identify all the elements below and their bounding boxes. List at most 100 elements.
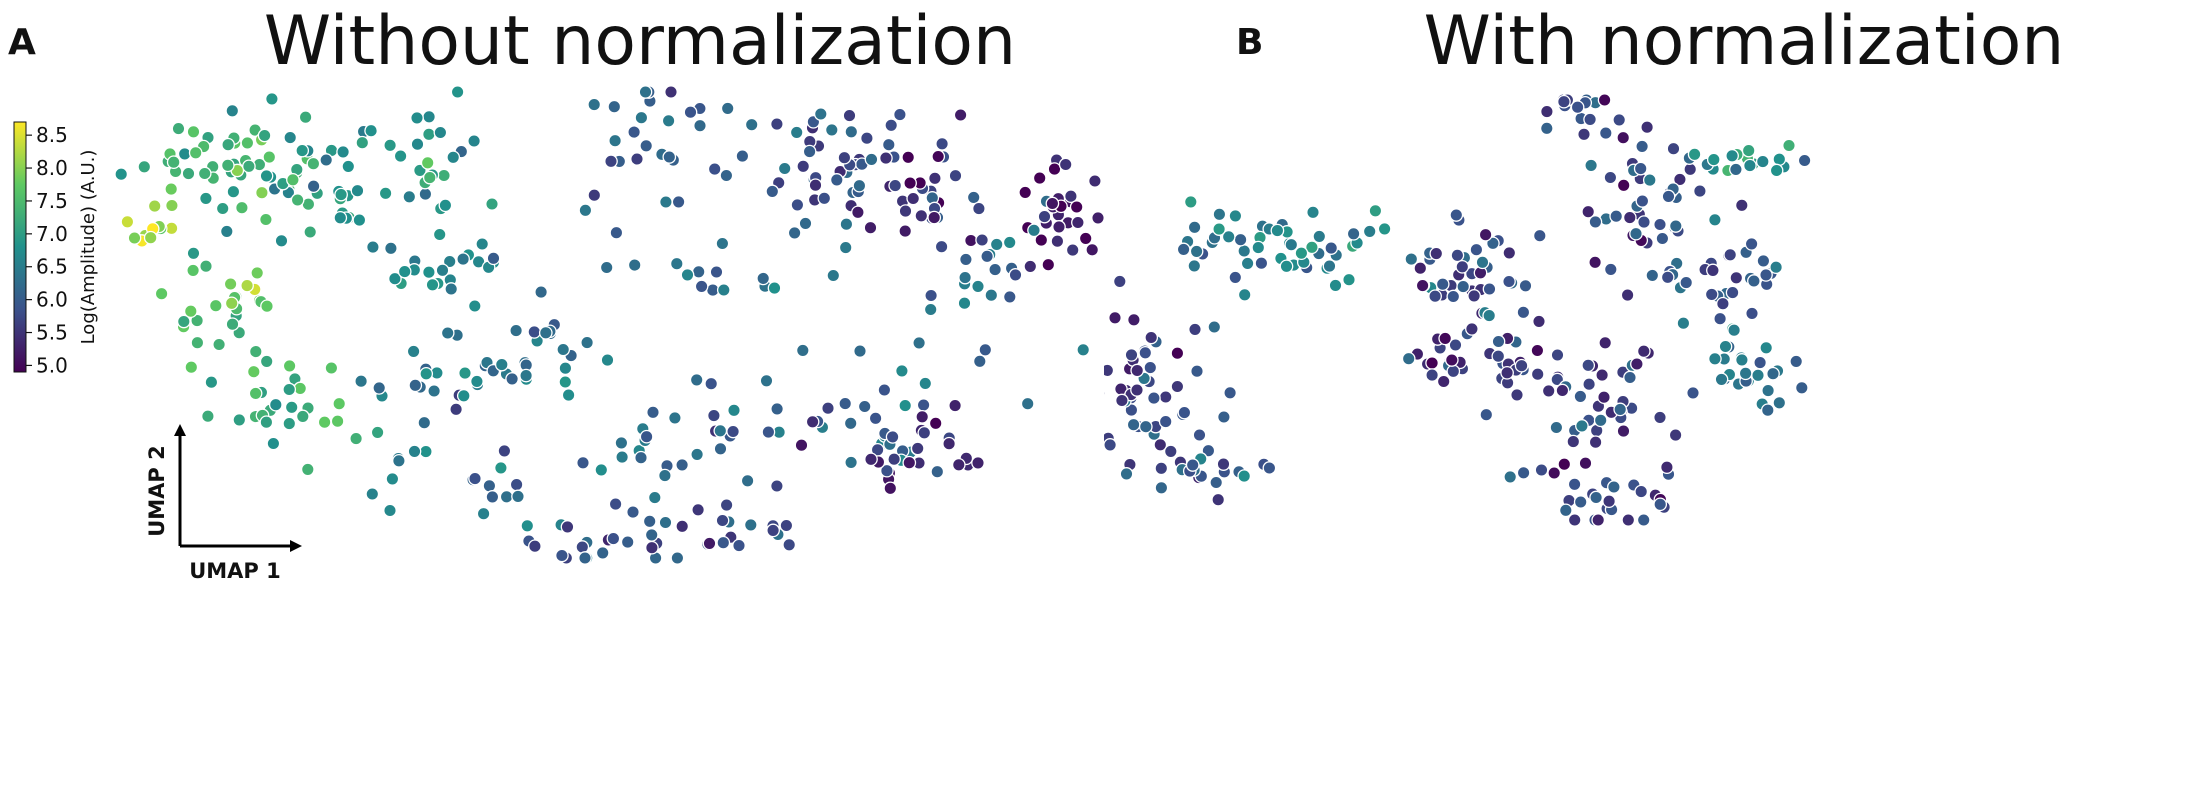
data-point xyxy=(201,409,215,424)
data-point xyxy=(958,270,972,285)
colorbar-tick-label: 7.5 xyxy=(36,189,68,213)
data-point xyxy=(1616,178,1631,193)
data-point xyxy=(626,505,640,519)
data-point xyxy=(1566,434,1581,449)
data-point xyxy=(1154,461,1169,476)
data-point xyxy=(458,366,472,380)
data-point xyxy=(680,268,695,282)
data-point xyxy=(259,169,274,183)
data-point xyxy=(1037,209,1052,224)
data-point xyxy=(1027,223,1041,238)
data-point xyxy=(931,149,946,164)
x-axis-label: UMAP 1 xyxy=(189,559,281,583)
data-point xyxy=(385,472,400,486)
data-point xyxy=(1735,353,1749,367)
data-point xyxy=(1228,270,1243,285)
data-point xyxy=(1539,121,1554,136)
data-point xyxy=(910,441,925,456)
data-point xyxy=(600,353,615,367)
data-point xyxy=(578,551,592,565)
data-point xyxy=(1673,172,1687,187)
data-point xyxy=(1436,374,1451,389)
panel-title: With normalization xyxy=(1423,2,2065,81)
data-point xyxy=(366,240,380,254)
data-point xyxy=(719,498,734,512)
data-point xyxy=(1755,154,1770,169)
data-point xyxy=(794,438,809,453)
data-point xyxy=(1759,268,1773,282)
data-point xyxy=(1557,457,1572,472)
data-point xyxy=(798,216,813,231)
data-point xyxy=(1718,339,1733,354)
data-point xyxy=(505,372,519,386)
data-point xyxy=(857,399,872,414)
data-point xyxy=(519,368,533,383)
data-point xyxy=(1616,130,1631,145)
data-point xyxy=(627,125,641,139)
data-point xyxy=(634,450,648,465)
data-point xyxy=(1124,348,1139,362)
data-point xyxy=(1446,364,1461,379)
data-point xyxy=(372,381,387,395)
data-point xyxy=(1188,322,1202,337)
data-point xyxy=(1541,384,1556,398)
data-point xyxy=(646,405,660,420)
data-point xyxy=(470,374,484,389)
data-point xyxy=(735,149,750,163)
data-point xyxy=(1578,456,1593,471)
data-point xyxy=(1706,152,1721,167)
data-point xyxy=(638,85,653,99)
data-point xyxy=(805,414,820,429)
data-point xyxy=(219,224,234,239)
data-point xyxy=(365,487,380,501)
data-point xyxy=(885,430,900,444)
data-point xyxy=(1613,402,1628,417)
data-point xyxy=(988,262,1002,277)
data-point xyxy=(795,343,810,358)
data-point xyxy=(884,118,899,133)
data-point xyxy=(259,415,274,430)
data-point xyxy=(188,145,203,160)
data-point xyxy=(594,463,609,477)
data-point xyxy=(1769,260,1783,275)
data-point xyxy=(1425,356,1439,370)
data-point xyxy=(1158,414,1173,429)
data-point xyxy=(1216,457,1231,471)
data-point xyxy=(336,145,350,159)
data-point xyxy=(948,398,962,413)
data-point xyxy=(1567,513,1582,527)
data-point xyxy=(422,109,436,124)
data-point xyxy=(197,166,212,181)
data-point xyxy=(1126,417,1141,432)
data-point xyxy=(716,283,731,297)
data-point xyxy=(659,195,673,209)
data-point xyxy=(186,124,201,139)
data-point xyxy=(1727,323,1741,338)
data-point xyxy=(1456,279,1471,294)
data-point xyxy=(802,144,817,159)
data-point xyxy=(972,354,987,369)
data-point xyxy=(370,425,385,440)
data-point xyxy=(1163,444,1178,459)
data-point xyxy=(984,288,999,303)
data-point xyxy=(928,416,943,431)
data-point xyxy=(120,214,135,229)
data-point xyxy=(1032,171,1047,185)
data-point xyxy=(1582,377,1596,392)
data-point xyxy=(1064,189,1078,204)
data-point xyxy=(171,121,186,136)
data-point xyxy=(1598,126,1613,140)
data-point xyxy=(422,170,437,185)
data-point xyxy=(895,364,909,378)
data-point xyxy=(208,298,223,313)
data-point xyxy=(1503,470,1518,484)
data-point xyxy=(1575,419,1589,433)
data-point xyxy=(658,468,672,483)
data-point xyxy=(647,490,662,505)
data-point xyxy=(1514,358,1529,373)
data-point xyxy=(444,282,459,296)
data-point xyxy=(912,336,926,350)
data-point xyxy=(1185,458,1200,472)
data-point xyxy=(759,373,774,388)
data-point xyxy=(290,193,305,207)
